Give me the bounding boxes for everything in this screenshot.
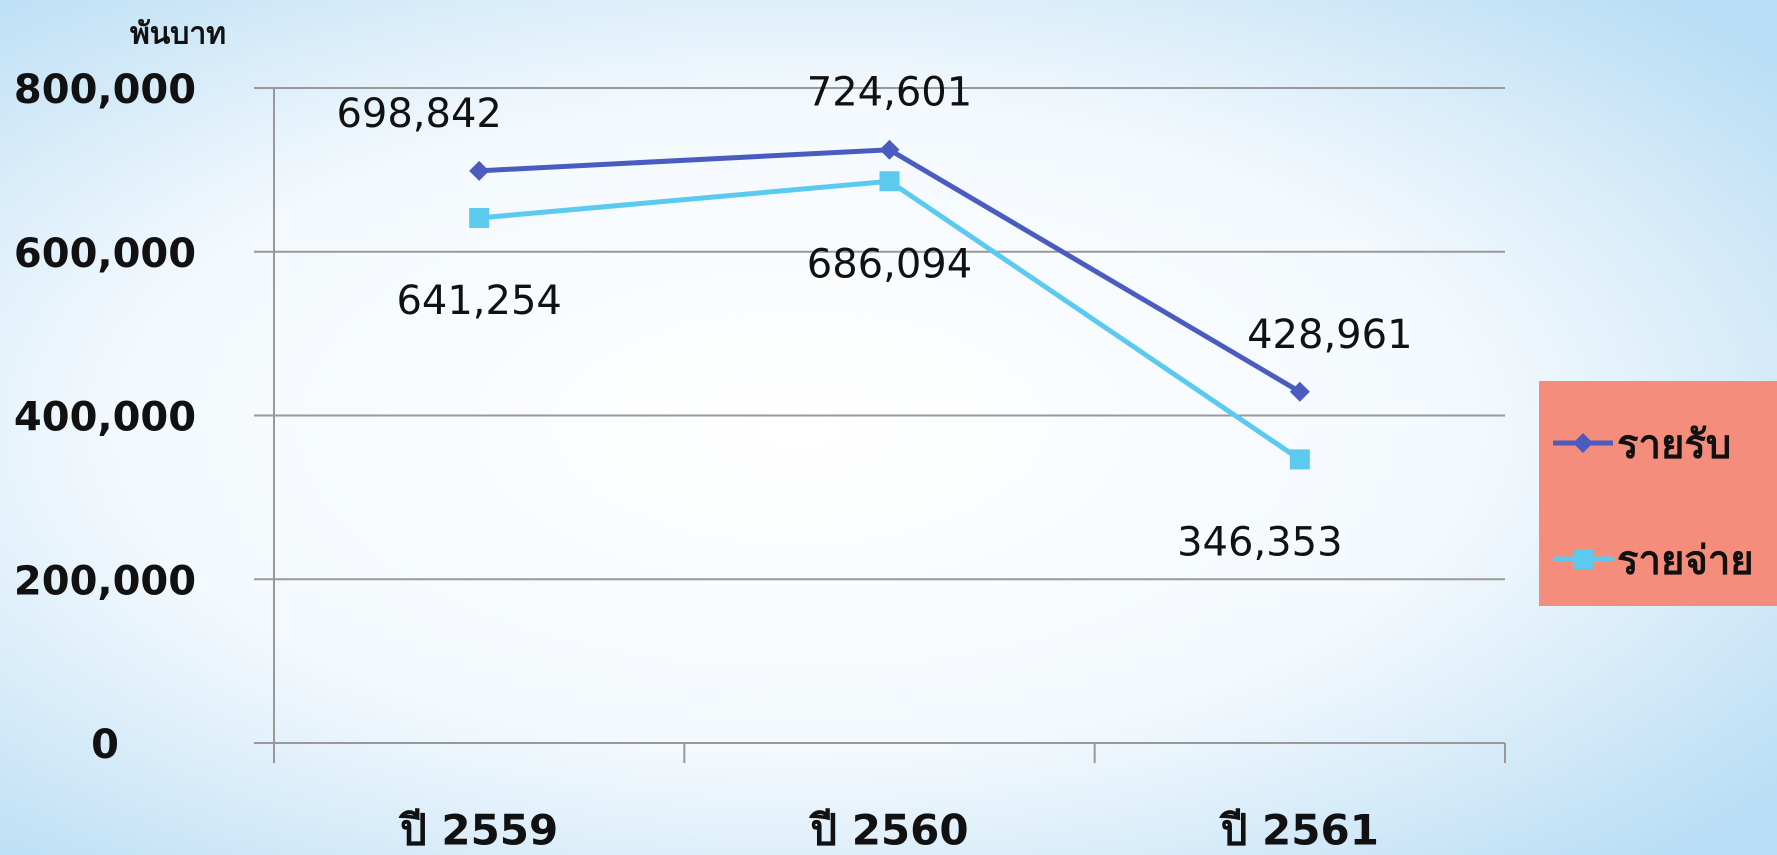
legend-marker [1573,433,1593,453]
data-label: 346,353 [1177,519,1342,565]
x-tick-label: ปี 2559 [399,806,559,855]
data-label: 428,961 [1247,312,1412,358]
legend-label: รายรับ [1617,422,1731,468]
y-tick-label: 0 [91,722,119,768]
y-tick-label: 600,000 [14,231,196,277]
data-label: 641,254 [396,278,561,324]
x-tick-label: ปี 2561 [1219,806,1379,855]
legend-label: รายจ่าย [1617,538,1754,584]
y-tick-label: 800,000 [14,67,196,113]
y-axis-unit: พันบาท [130,17,226,52]
data-label: 724,601 [807,70,972,116]
point [879,171,900,192]
y-tick-label: 200,000 [14,558,196,604]
point [1289,449,1310,470]
legend-marker [1573,549,1593,569]
point [469,160,490,181]
point [469,207,490,228]
point [879,139,900,160]
y-tick-label: 400,000 [14,395,196,441]
data-label: 698,842 [336,91,501,137]
x-tick-label: ปี 2560 [809,806,969,855]
point [1289,381,1310,402]
data-label: 686,094 [807,241,972,287]
